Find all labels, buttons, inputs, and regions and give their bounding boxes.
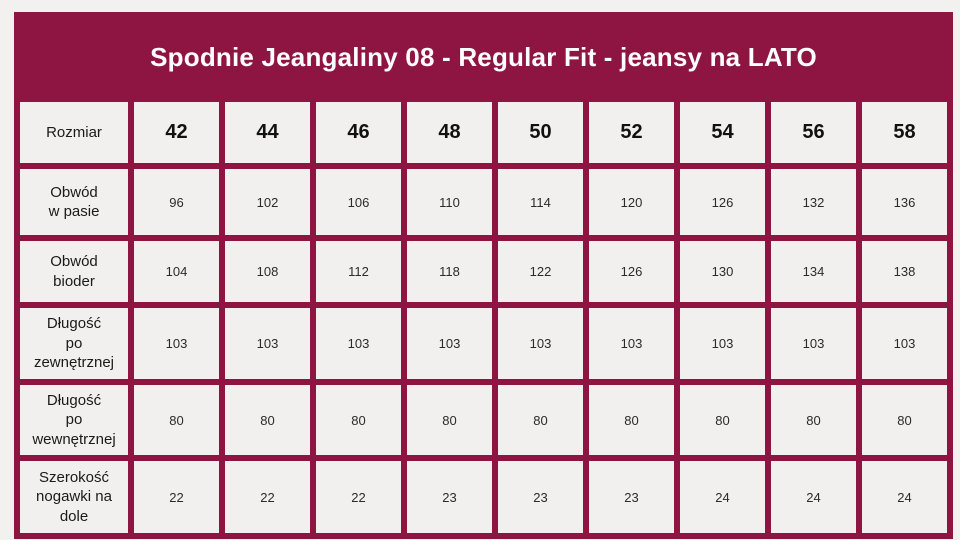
page-title: Spodnie Jeangaliny 08 - Regular Fit - je…	[20, 18, 948, 96]
table-cell: 103	[771, 308, 856, 379]
size-value-58: 58	[862, 102, 948, 163]
table-cell: 24	[862, 461, 948, 533]
table-cell: 80	[498, 385, 583, 455]
table-cell: 114	[498, 169, 583, 235]
table-cell: 118	[407, 241, 492, 302]
table-cell: 103	[134, 308, 219, 379]
table-cell: 80	[589, 385, 674, 455]
table-cell: 112	[316, 241, 401, 302]
table-row: Długość po zewnętrznej 103 103 103 103 103 103…	[20, 308, 948, 379]
size-value-52: 52	[589, 102, 674, 163]
table-cell: 108	[225, 241, 310, 302]
size-value-54: 54	[680, 102, 765, 163]
table-cell: 23	[498, 461, 583, 533]
table-row: Długość po wewnętrznej 80 80 80 80 80 80 80 80 80	[20, 385, 948, 455]
table-cell: 96	[134, 169, 219, 235]
size-header-row: Rozmiar 42 44 46 48 50 52 54 56 58	[20, 102, 948, 163]
table-cell: 136	[862, 169, 948, 235]
table-cell: 80	[862, 385, 948, 455]
table-cell: 138	[862, 241, 948, 302]
size-value-44: 44	[225, 102, 310, 163]
row-label: Obwód w pasie	[20, 169, 128, 235]
table-cell: 22	[316, 461, 401, 533]
table-cell: 22	[134, 461, 219, 533]
table-cell: 132	[771, 169, 856, 235]
table-cell: 126	[680, 169, 765, 235]
size-value-56: 56	[771, 102, 856, 163]
table-cell: 80	[771, 385, 856, 455]
table-cell: 130	[680, 241, 765, 302]
table-cell: 24	[771, 461, 856, 533]
table-cell: 120	[589, 169, 674, 235]
size-value-48: 48	[407, 102, 492, 163]
table-cell: 126	[589, 241, 674, 302]
table-cell: 103	[225, 308, 310, 379]
table-cell: 23	[407, 461, 492, 533]
table-cell: 122	[498, 241, 583, 302]
size-value-50: 50	[498, 102, 583, 163]
table-cell: 110	[407, 169, 492, 235]
row-label: Długość po wewnętrznej	[20, 385, 128, 455]
table-body: Rozmiar 42 44 46 48 50 52 54 56 58 Obwód w pasie 96…	[20, 102, 948, 533]
table-cell: 103	[498, 308, 583, 379]
size-value-42: 42	[134, 102, 219, 163]
table-cell: 80	[407, 385, 492, 455]
table-cell: 103	[407, 308, 492, 379]
table-cell: 103	[589, 308, 674, 379]
size-value-46: 46	[316, 102, 401, 163]
table-cell: 22	[225, 461, 310, 533]
row-label: Długość po zewnętrznej	[20, 308, 128, 379]
table-row: Obwód w pasie 96 102 106 110 114 120 126 132 136	[20, 169, 948, 235]
size-chart: Spodnie Jeangaliny 08 - Regular Fit - je…	[14, 12, 954, 539]
table-cell: 80	[316, 385, 401, 455]
table-cell: 80	[134, 385, 219, 455]
table-cell: 80	[225, 385, 310, 455]
table-cell: 102	[225, 169, 310, 235]
table-cell: 134	[771, 241, 856, 302]
table-cell: 103	[862, 308, 948, 379]
table-row: Obwód bioder 104 108 112 118 122 126 130 134 138	[20, 241, 948, 302]
table-cell: 23	[589, 461, 674, 533]
table-cell: 104	[134, 241, 219, 302]
row-label: Obwód bioder	[20, 241, 128, 302]
table-cell: 106	[316, 169, 401, 235]
table-cell: 24	[680, 461, 765, 533]
row-label: Szerokość nogawki na dole	[20, 461, 128, 533]
size-chart-table: Spodnie Jeangaliny 08 - Regular Fit - je…	[14, 12, 954, 539]
title-row: Spodnie Jeangaliny 08 - Regular Fit - je…	[20, 18, 948, 96]
table-cell: 103	[680, 308, 765, 379]
table-cell: 80	[680, 385, 765, 455]
row-header-label: Rozmiar	[20, 102, 128, 163]
table-cell: 103	[316, 308, 401, 379]
table-row: Szerokość nogawki na dole 22 22 22 23 23 23 24 2…	[20, 461, 948, 533]
